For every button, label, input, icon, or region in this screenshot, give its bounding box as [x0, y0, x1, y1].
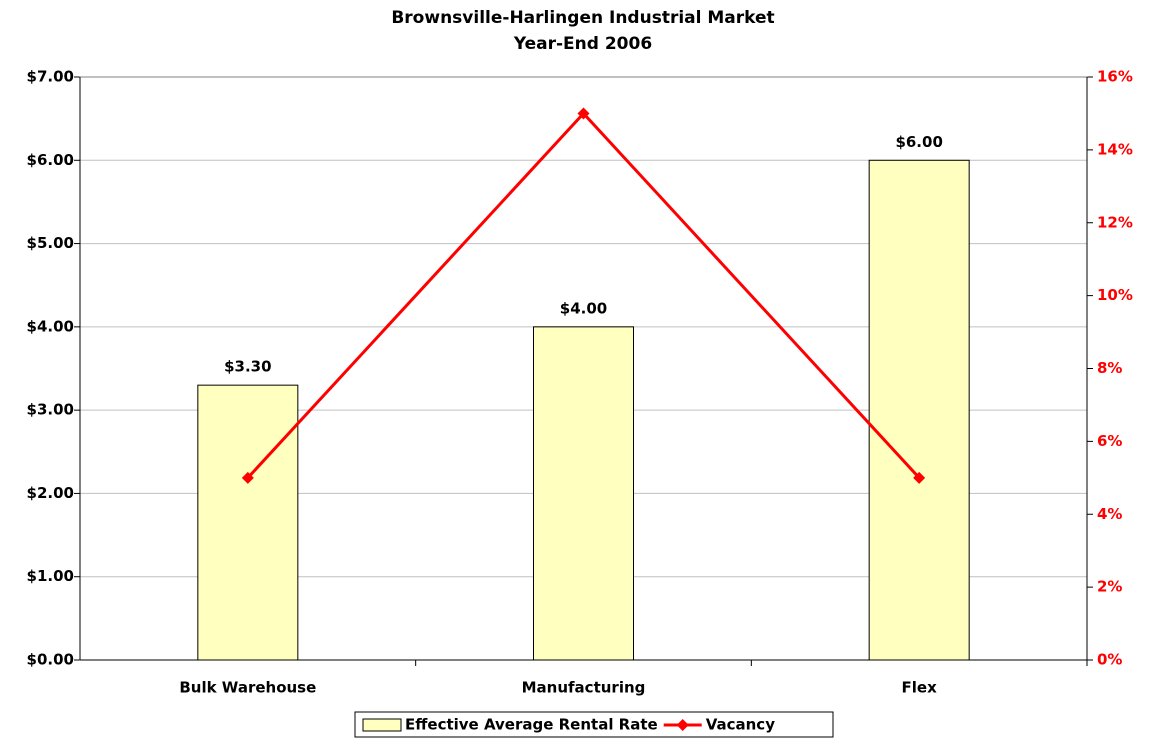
- y2-tick-label: 4%: [1097, 505, 1122, 523]
- y2-tick-label: 6%: [1097, 432, 1122, 450]
- value-label: $6.00: [895, 133, 942, 151]
- y2-tick-label: 2%: [1097, 578, 1122, 596]
- y-tick-label: $7.00: [27, 68, 74, 86]
- y-tick-label: $5.00: [27, 234, 74, 252]
- legend-label: Effective Average Rental Rate: [405, 716, 658, 734]
- x-tick-label: Manufacturing: [522, 679, 646, 697]
- x-tick-label: Bulk Warehouse: [179, 679, 316, 697]
- y2-tick-label: 10%: [1097, 286, 1133, 304]
- line-marker: [577, 107, 590, 120]
- y-tick-label: $4.00: [27, 317, 74, 335]
- y-tick-label: $3.00: [27, 401, 74, 419]
- y2-tick-label: 0%: [1097, 651, 1122, 669]
- bar: [868, 159, 970, 661]
- y-tick-label: $6.00: [27, 151, 74, 169]
- value-label: $4.00: [560, 299, 607, 317]
- legend-marker: [676, 719, 689, 731]
- y2-tick-label: 12%: [1097, 213, 1133, 231]
- value-label: $3.30: [224, 358, 271, 376]
- y2-tick-label: 16%: [1097, 68, 1133, 86]
- bar: [197, 384, 299, 661]
- bar: [533, 326, 634, 661]
- chart-title: Brownsville-Harlingen Industrial Market: [391, 8, 774, 28]
- y2-tick-label: 8%: [1097, 359, 1122, 377]
- legend-label: Vacancy: [706, 716, 775, 734]
- line-marker: [241, 471, 254, 484]
- y-tick-label: $2.00: [27, 484, 74, 502]
- chart-subtitle: Year-End 2006: [513, 34, 652, 54]
- y2-tick-label: 14%: [1097, 140, 1133, 158]
- legend-swatch: [362, 718, 402, 732]
- line-marker: [913, 471, 926, 484]
- legend-box: [354, 711, 834, 738]
- y-tick-label: $1.00: [27, 567, 74, 585]
- y-tick-label: $0.00: [27, 651, 74, 669]
- x-tick-label: Flex: [902, 679, 938, 697]
